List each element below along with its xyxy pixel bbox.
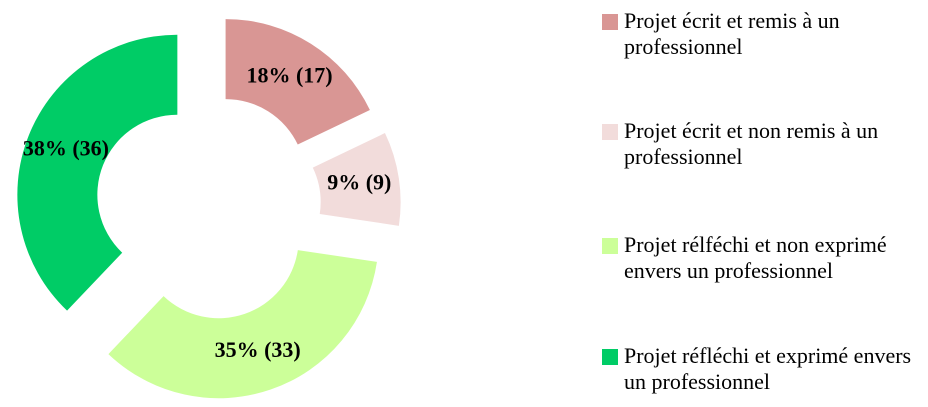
legend-item: Projet écrit et non remis à un professio…	[602, 118, 928, 170]
donut-slice	[312, 133, 401, 226]
legend-label: Projet réfléchi et exprimé envers un pro…	[624, 343, 912, 394]
legend-swatch	[602, 349, 618, 365]
data-label: 18% (17)	[246, 63, 332, 88]
donut-slice	[108, 250, 377, 399]
donut-slice	[17, 34, 178, 311]
donut-area: 18% (17) 9% (9) 35% (33) 38% (36)	[17, 19, 401, 399]
legend-label: Projet écrit et remis à un professionnel	[624, 8, 840, 59]
legend-swatch	[602, 238, 618, 254]
legend-swatch	[602, 124, 618, 140]
legend-item: Projet rélféchi et non exprimé envers un…	[602, 232, 928, 284]
legend-item: Projet réfléchi et exprimé envers un pro…	[602, 343, 928, 395]
data-label: 38% (36)	[23, 135, 109, 160]
data-label: 35% (33)	[215, 337, 301, 362]
legend-label: Projet rélféchi et non exprimé envers un…	[624, 232, 887, 283]
legend-label: Projet écrit et non remis à un professio…	[624, 118, 879, 169]
donut-slice	[225, 19, 370, 145]
legend-swatch	[602, 14, 618, 30]
legend-item: Projet écrit et remis à un professionnel	[602, 8, 928, 60]
data-label: 9% (9)	[327, 169, 391, 194]
